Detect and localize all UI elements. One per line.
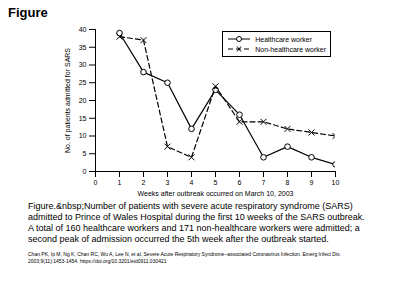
svg-text:8: 8 <box>286 179 290 186</box>
html-text:Chan PK, Ip M, Ng K, Chan RC,: Chan PK, Ip M, Ng K, Chan RC, Wu A, Lee … <box>28 251 341 264</box>
svg-text:35: 35 <box>79 43 87 50</box>
svg-text:15: 15 <box>79 114 87 121</box>
svg-text:25: 25 <box>79 79 87 86</box>
html-text:Healthcare worker: Healthcare worker <box>255 35 312 43</box>
svg-text:No. of patients admitted for S: No. of patients admitted for SARS <box>64 48 72 153</box>
svg-text:5: 5 <box>214 179 218 186</box>
svg-text:30: 30 <box>79 61 87 68</box>
html-text:Figure.&nbsp;Number of patient: Figure.&nbsp;Number of patients with sev… <box>28 201 365 244</box>
svg-text:5: 5 <box>83 150 87 157</box>
svg-text:2: 2 <box>142 179 146 186</box>
html-text:Figure: Figure <box>8 5 48 20</box>
svg-text:6: 6 <box>238 179 242 186</box>
html-text:Non-healthcare worker: Non-healthcare worker <box>255 45 326 53</box>
svg-text:7: 7 <box>262 179 266 186</box>
svg-text:0: 0 <box>94 179 98 186</box>
svg-text:4: 4 <box>190 179 194 186</box>
svg-text:3: 3 <box>166 179 170 186</box>
svg-text:9: 9 <box>310 179 314 186</box>
svg-text:40: 40 <box>79 26 87 33</box>
svg-text:20: 20 <box>79 97 87 104</box>
svg-text:0: 0 <box>83 168 87 175</box>
svg-text:1: 1 <box>118 179 122 186</box>
svg-text:Weeks after outbreak occurred: Weeks after outbreak occurred on March 1… <box>138 190 294 197</box>
svg-text:10: 10 <box>332 179 340 186</box>
svg-text:10: 10 <box>79 132 87 139</box>
